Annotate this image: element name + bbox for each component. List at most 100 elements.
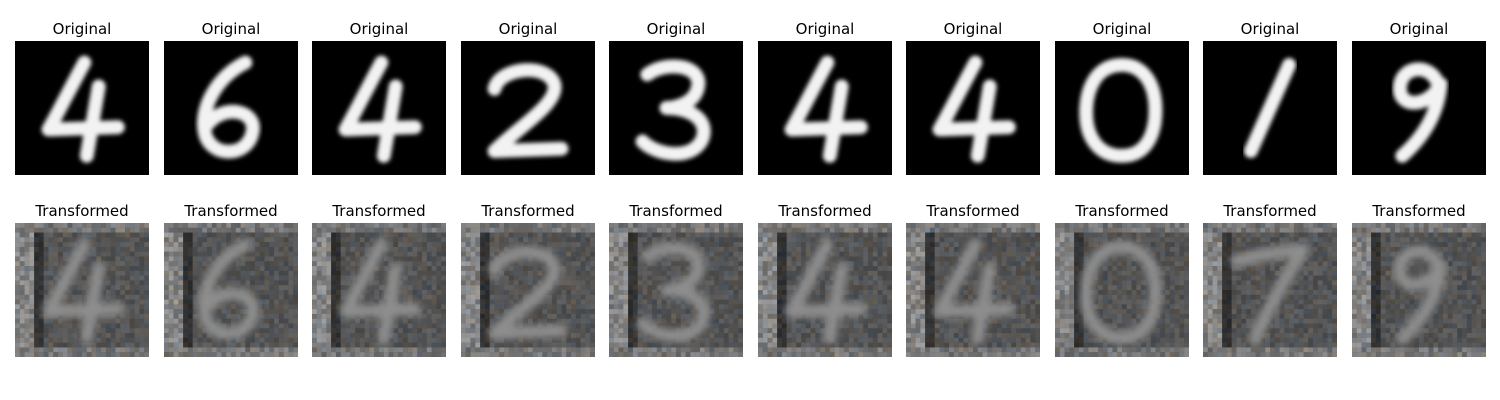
digit-glyph — [197, 238, 260, 340]
transformed-panel-10: Transformed — [1352, 201, 1486, 361]
panel-title: Original — [943, 20, 1003, 38]
digit-glyph — [1230, 243, 1310, 345]
digit-stroke — [197, 238, 260, 340]
panel-title: Original — [349, 20, 409, 38]
original-panel-5: Original — [609, 19, 743, 179]
digit-glyph — [1079, 240, 1162, 345]
transformed-digit-image — [758, 223, 892, 357]
digit-stroke — [196, 55, 260, 159]
original-panel-10: Original — [1352, 19, 1486, 179]
digit-stroke — [785, 238, 868, 318]
digit-glyph — [932, 55, 1016, 163]
original-panel-9: Original — [1203, 19, 1337, 179]
panel-title: Original — [1240, 20, 1300, 38]
transformed-panel-3: Transformed — [312, 201, 446, 361]
original-panel-8: Original — [1055, 19, 1189, 179]
digit-stroke — [42, 238, 125, 318]
panel-title: Transformed — [778, 202, 872, 220]
panel-title: Original — [201, 20, 261, 38]
original-panel-2: Original — [164, 19, 298, 179]
digit-stroke — [79, 79, 106, 163]
panel-title: Transformed — [184, 202, 278, 220]
original-digit-image — [609, 41, 743, 175]
original-digit-image — [15, 41, 149, 175]
transformed-digit-image — [164, 223, 298, 357]
digit-stroke — [1079, 240, 1162, 345]
panel-title: Original — [498, 20, 558, 38]
digit-stroke — [933, 238, 1016, 318]
digit-stroke — [784, 55, 868, 137]
transformed-panel-4: Transformed — [461, 201, 595, 361]
panel-title: Original — [646, 20, 706, 38]
transformed-digit-image — [906, 223, 1040, 357]
transformed-digit-image — [15, 223, 149, 357]
panel-title: Transformed — [1372, 202, 1466, 220]
panel-title: Original — [795, 20, 855, 38]
digit-stroke — [41, 55, 125, 137]
panel-title: Transformed — [481, 202, 575, 220]
digit-glyph — [784, 55, 868, 163]
panel-title: Transformed — [35, 202, 129, 220]
digit-glyph — [339, 238, 422, 345]
original-digit-image — [312, 41, 446, 175]
transformed-digit-image — [1203, 223, 1337, 357]
panel-title: Transformed — [926, 202, 1020, 220]
digit-stroke — [635, 59, 711, 161]
transformed-panel-5: Transformed — [609, 201, 743, 361]
digit-stroke — [80, 262, 105, 345]
original-digit-image — [461, 41, 595, 175]
transformed-panel-8: Transformed — [1055, 201, 1189, 361]
digit-stroke — [971, 262, 996, 345]
panel-title: Original — [52, 20, 112, 38]
digit-stroke — [1393, 245, 1447, 345]
digit-stroke — [822, 79, 849, 163]
digit-glyph — [1243, 57, 1297, 159]
digit-stroke — [376, 79, 403, 163]
transformed-panel-2: Transformed — [164, 201, 298, 361]
original-digit-image — [1352, 41, 1486, 175]
digit-stroke — [970, 79, 997, 163]
original-panel-6: Original — [758, 19, 892, 179]
original-digit-image — [1055, 41, 1189, 175]
panel-title: Transformed — [332, 202, 426, 220]
digit-stroke — [1392, 62, 1448, 163]
digit-glyph — [636, 242, 710, 342]
original-digit-image — [906, 41, 1040, 175]
original-panel-7: Original — [906, 19, 1040, 179]
digit-stroke — [487, 63, 569, 159]
transformed-digit-image — [1055, 223, 1189, 357]
original-panel-3: Original — [312, 19, 446, 179]
original-digit-image — [1203, 41, 1337, 175]
digit-glyph — [635, 59, 711, 161]
original-panel-4: Original — [461, 19, 595, 179]
noise-texture — [164, 223, 298, 357]
transformed-digit-image — [312, 223, 446, 357]
digit-stroke — [488, 246, 568, 340]
transformed-panel-1: Transformed — [15, 201, 149, 361]
transformed-panel-9: Transformed — [1203, 201, 1337, 361]
digit-glyph — [42, 238, 125, 345]
panel-title: Original — [1389, 20, 1449, 38]
digit-glyph — [933, 238, 1016, 345]
transformed-panel-7: Transformed — [906, 201, 1040, 361]
digit-stroke — [1230, 243, 1310, 345]
digit-stroke — [1079, 57, 1163, 163]
transformed-digit-image — [609, 223, 743, 357]
digit-glyph — [487, 63, 569, 159]
digit-stroke — [636, 242, 710, 342]
panel-title: Transformed — [629, 202, 723, 220]
digit-glyph — [1079, 57, 1163, 163]
noise-texture — [1055, 223, 1189, 357]
digit-stroke — [377, 262, 402, 345]
digit-stroke — [932, 55, 1016, 137]
digit-glyph — [338, 55, 422, 163]
transformed-digit-image — [1352, 223, 1486, 357]
noise-texture — [1352, 223, 1486, 357]
transformed-panel-6: Transformed — [758, 201, 892, 361]
noise-texture — [1203, 223, 1337, 357]
digit-glyph — [1393, 245, 1447, 345]
digit-stroke — [338, 55, 422, 137]
digit-glyph — [196, 55, 260, 159]
digit-glyph — [1392, 62, 1448, 163]
